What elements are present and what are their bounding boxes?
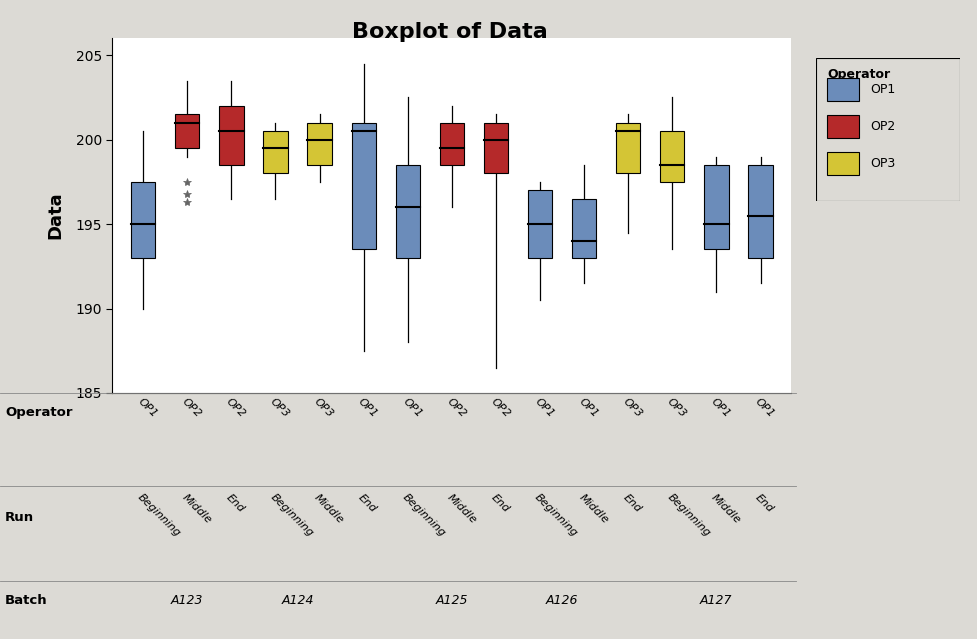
Text: OP2: OP2	[180, 396, 203, 419]
Bar	[616, 123, 640, 173]
Bar	[264, 131, 287, 173]
Text: Middle: Middle	[709, 492, 743, 525]
Text: Boxplot of Data: Boxplot of Data	[352, 22, 547, 42]
Bar	[528, 190, 552, 258]
Text: End: End	[225, 492, 246, 514]
Text: OP1: OP1	[533, 396, 556, 419]
Text: Beginning: Beginning	[136, 492, 183, 539]
Text: End: End	[488, 492, 511, 514]
Text: OP2: OP2	[871, 120, 896, 133]
Bar	[828, 115, 859, 138]
Bar	[704, 165, 729, 249]
Text: Beginning: Beginning	[533, 492, 579, 539]
Text: OP1: OP1	[401, 396, 424, 419]
Text: OP1: OP1	[357, 396, 380, 419]
Text: End: End	[357, 492, 379, 514]
Bar	[396, 165, 420, 258]
Text: Middle: Middle	[180, 492, 213, 525]
Bar	[484, 123, 508, 173]
Text: End: End	[621, 492, 643, 514]
Bar	[828, 152, 859, 175]
Text: OP1: OP1	[871, 82, 896, 96]
Text: Run: Run	[5, 511, 34, 524]
Text: Operator: Operator	[5, 406, 72, 419]
Text: OP1: OP1	[753, 396, 777, 419]
Bar	[440, 123, 464, 165]
Text: Middle: Middle	[445, 492, 478, 525]
Text: Beginning: Beginning	[665, 492, 712, 539]
Text: OP3: OP3	[665, 396, 689, 419]
Text: OP1: OP1	[136, 396, 159, 419]
Text: A123: A123	[171, 594, 203, 607]
Text: Operator: Operator	[828, 68, 890, 81]
Text: Beginning: Beginning	[401, 492, 447, 539]
Text: OP1: OP1	[709, 396, 733, 419]
Text: OP3: OP3	[313, 396, 335, 419]
Text: OP1: OP1	[577, 396, 600, 419]
Bar	[352, 123, 376, 249]
Bar	[175, 114, 199, 148]
Text: Beginning: Beginning	[269, 492, 316, 539]
Text: OP2: OP2	[445, 396, 468, 419]
Text: A126: A126	[546, 594, 578, 607]
Text: A125: A125	[436, 594, 468, 607]
Text: Batch: Batch	[5, 594, 48, 607]
Text: End: End	[753, 492, 776, 514]
Bar	[131, 182, 155, 258]
Text: OP2: OP2	[488, 396, 512, 419]
Bar	[660, 131, 685, 182]
Text: OP2: OP2	[225, 396, 247, 419]
Text: A124: A124	[281, 594, 314, 607]
Text: Middle: Middle	[577, 492, 611, 525]
Text: A127: A127	[701, 594, 733, 607]
Bar	[308, 123, 332, 165]
Bar	[828, 77, 859, 100]
Y-axis label: Data: Data	[46, 192, 64, 240]
Text: OP3: OP3	[269, 396, 291, 419]
Text: OP3: OP3	[871, 157, 896, 171]
Bar	[748, 165, 773, 258]
Bar	[572, 199, 596, 258]
Bar	[219, 106, 243, 165]
Text: Middle: Middle	[313, 492, 346, 525]
Text: OP3: OP3	[621, 396, 644, 419]
